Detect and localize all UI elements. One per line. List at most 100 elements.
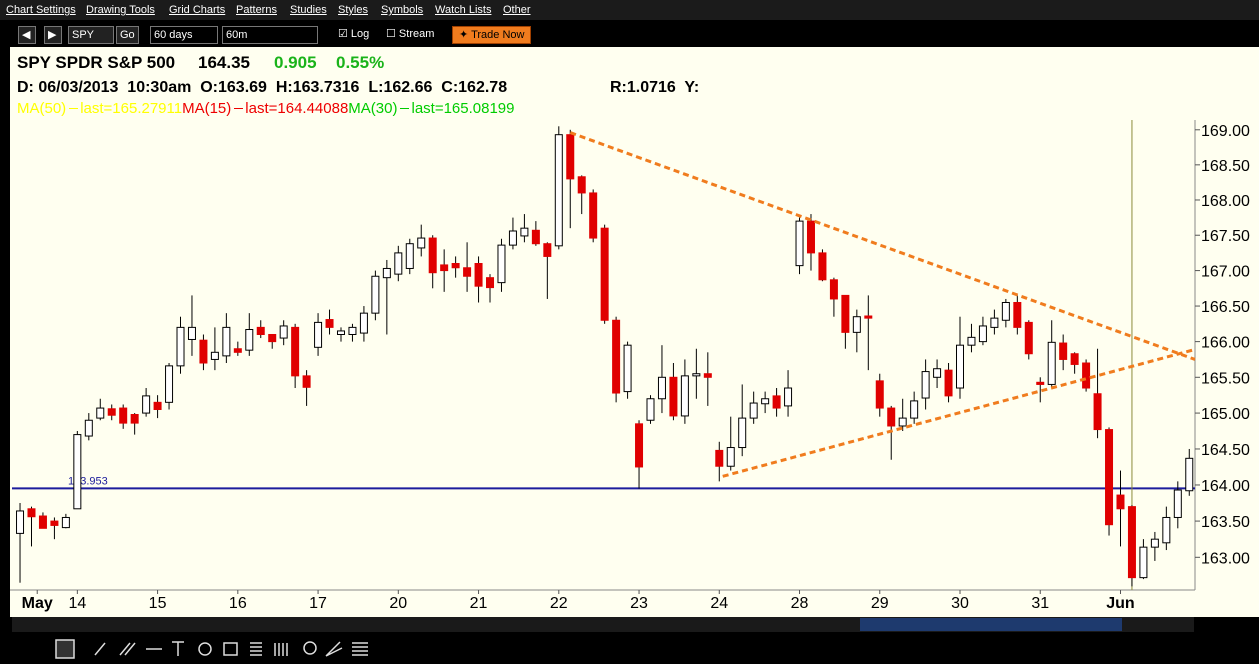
candle-body [577, 176, 586, 194]
candle-body [1162, 516, 1171, 544]
x-tick-label: 17 [309, 595, 327, 612]
candle-body [1173, 489, 1182, 518]
quote-change-pct: 0.55% [336, 53, 385, 72]
candle-body [1070, 353, 1079, 365]
candle-body [165, 365, 174, 403]
menu-item[interactable]: Studies [290, 4, 327, 16]
stream-label: Stream [398, 28, 435, 40]
menu-item[interactable]: Other [503, 4, 531, 16]
study-dash [234, 108, 244, 109]
candle-body [38, 515, 47, 529]
candle-body [749, 402, 758, 419]
candle-body [520, 227, 529, 237]
candle-body [336, 330, 345, 335]
candle-body [1013, 301, 1022, 328]
candle-body [73, 434, 82, 510]
candle-body [440, 264, 449, 272]
candle-body [451, 263, 460, 269]
candle-body [967, 336, 976, 346]
trend-line [722, 348, 1196, 478]
go-button[interactable]: Go [116, 26, 139, 44]
menu-item[interactable]: Symbols [381, 4, 424, 16]
y-tick-label: 166.00 [1201, 335, 1250, 352]
log-checkbox[interactable]: ☑ Log [338, 28, 370, 40]
chart-background [10, 47, 1259, 617]
candle-body [1127, 506, 1136, 579]
candle-body [314, 321, 323, 348]
y-tick-label: 167.50 [1201, 228, 1250, 245]
x-tick-label: Jun [1106, 595, 1134, 612]
study-name: MA(30) [348, 100, 398, 117]
candle-body [726, 447, 735, 467]
drawing-tools[interactable] [55, 639, 368, 659]
symbol-input[interactable]: SPY [68, 26, 114, 44]
candle-body [1036, 381, 1045, 385]
candle-body [1105, 429, 1114, 526]
study-dash [400, 108, 410, 109]
candle-body [130, 414, 139, 424]
candle-body [612, 319, 621, 394]
candle-body [921, 371, 930, 399]
interval-select[interactable]: 60m [222, 26, 318, 44]
trade-button[interactable]: ✦ Trade Now [452, 26, 532, 44]
candle-body [302, 375, 311, 388]
x-tick-label: 16 [229, 595, 247, 612]
y-tick-label: 169.00 [1201, 123, 1250, 140]
menu-item[interactable]: Styles [338, 4, 368, 16]
candle-body [1150, 538, 1159, 548]
trend-line [569, 131, 1196, 361]
menu-item[interactable]: Drawing Tools [86, 4, 155, 16]
candle-body [933, 368, 942, 378]
candle-body [176, 326, 185, 367]
candle-body [784, 387, 793, 407]
candle-body [508, 230, 517, 246]
x-tick-label: 15 [149, 595, 167, 612]
quote-last: 164.35 [198, 53, 250, 72]
candle-body [1139, 546, 1148, 579]
trade-label: Trade Now [471, 29, 525, 41]
candle-body [680, 375, 689, 417]
candle-body [978, 325, 987, 343]
scroll-thumb[interactable] [860, 618, 1122, 631]
x-tick-label: 20 [389, 595, 407, 612]
y-tick-label: 163.00 [1201, 550, 1250, 567]
candle-body [1093, 393, 1102, 431]
stream-checkbox[interactable]: ☐ Stream [386, 28, 435, 40]
candle-body [348, 326, 357, 335]
candle-body [543, 243, 552, 257]
candle-body [818, 252, 827, 281]
candle-body [61, 516, 70, 529]
y-tick-label: 164.00 [1201, 478, 1250, 495]
candle-body [187, 326, 196, 340]
candle-body [1001, 301, 1010, 321]
candle-body [531, 229, 540, 245]
ratio-info: R:1.0716 Y: [610, 79, 700, 96]
candle-body [852, 316, 861, 333]
y-tick-label: 166.50 [1201, 299, 1250, 316]
candle-body [279, 325, 288, 339]
candle-body [486, 277, 495, 289]
quote-name: SPY SPDR S&P 500 [17, 53, 176, 72]
y-tick-label: 164.50 [1201, 442, 1250, 459]
candle-body [554, 134, 563, 247]
candle-body [956, 344, 965, 389]
x-tick-label: 29 [871, 595, 889, 612]
study-legend: MA(50) last=165.27911MA(15) last=164.44088… [17, 100, 515, 117]
candle-body [864, 315, 873, 319]
x-tick-label: May [22, 595, 53, 612]
forward-button[interactable]: ▶ [44, 26, 62, 44]
y-tick-label: 168.00 [1201, 193, 1250, 210]
candle-body [382, 267, 391, 279]
x-tick-label: 24 [710, 595, 728, 612]
candle-body [84, 419, 93, 437]
menu-item[interactable]: Watch Lists [435, 4, 492, 16]
menu-item[interactable]: Chart Settings [6, 4, 76, 16]
candle-body [566, 134, 575, 180]
back-button[interactable]: ◀ [18, 26, 36, 44]
menu-item[interactable]: Grid Charts [169, 4, 226, 16]
range-select[interactable]: 60 days [150, 26, 218, 44]
x-tick-label: 30 [951, 595, 969, 612]
menu-item[interactable]: Patterns [236, 4, 277, 16]
